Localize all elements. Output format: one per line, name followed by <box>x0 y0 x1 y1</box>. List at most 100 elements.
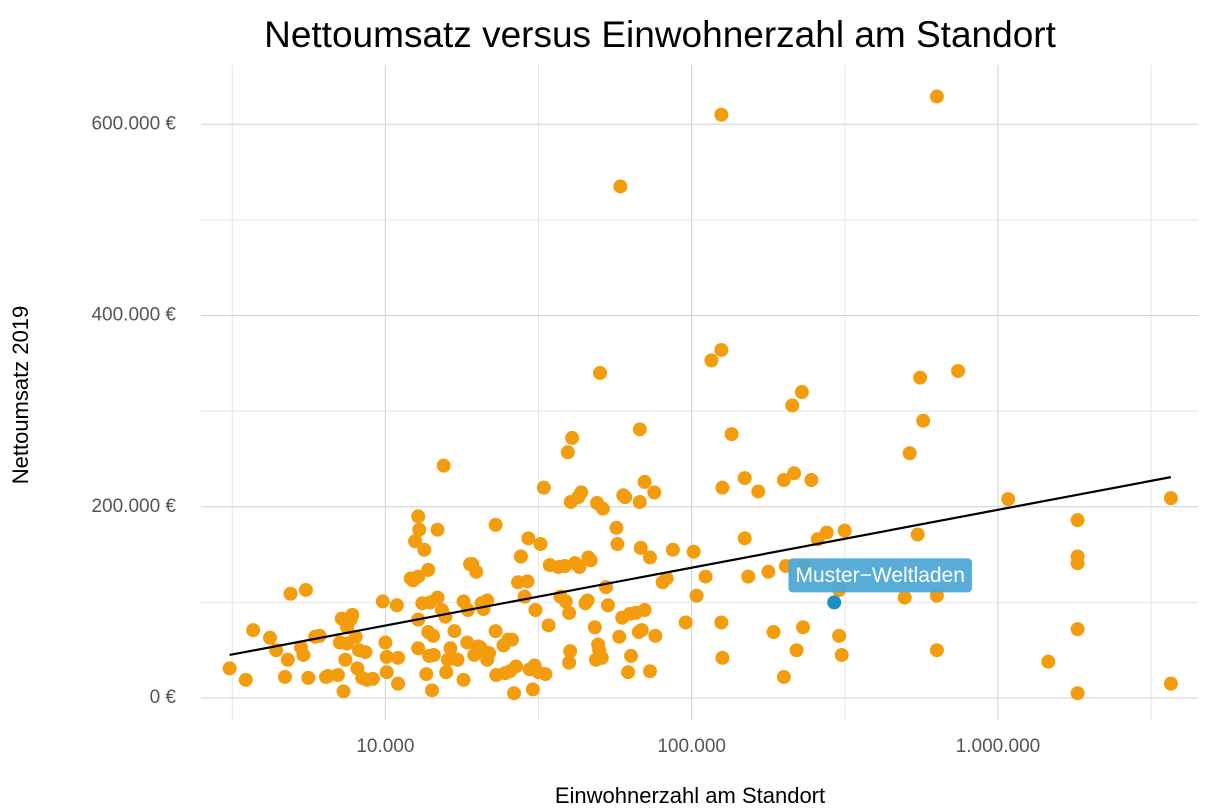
data-point <box>794 385 809 400</box>
data-point <box>913 370 928 385</box>
data-point <box>737 471 752 486</box>
data-point <box>378 635 393 650</box>
data-point <box>580 593 595 608</box>
data-point <box>766 625 781 640</box>
data-point <box>594 650 609 665</box>
data-point <box>379 649 394 664</box>
data-point <box>1070 513 1085 528</box>
data-point <box>929 89 944 104</box>
data-point <box>737 531 752 546</box>
y-tick-label: 200.000 € <box>91 496 176 517</box>
data-point <box>714 615 729 630</box>
data-point <box>837 523 852 538</box>
data-point <box>787 466 802 481</box>
data-point <box>488 517 503 532</box>
data-point <box>776 669 791 684</box>
data-point <box>689 588 704 603</box>
data-point <box>637 474 652 489</box>
data-point <box>563 644 578 659</box>
data-point <box>488 624 503 639</box>
data-point <box>283 586 298 601</box>
data-point <box>572 560 587 575</box>
data-point <box>528 603 543 618</box>
data-point <box>715 480 730 495</box>
data-point <box>612 629 627 644</box>
data-point <box>609 520 624 535</box>
data-point <box>715 650 730 665</box>
data-point <box>411 641 426 656</box>
data-point <box>507 686 522 701</box>
data-point <box>417 542 432 557</box>
data-point <box>633 540 648 555</box>
x-tick-label: 1.000.000 <box>956 736 1041 757</box>
data-point <box>379 665 394 680</box>
data-point <box>460 635 475 650</box>
data-point <box>832 628 847 643</box>
data-point <box>425 683 440 698</box>
data-point <box>391 650 406 665</box>
data-point <box>751 484 766 499</box>
data-point <box>426 647 441 662</box>
data-point <box>538 667 553 682</box>
data-point <box>391 676 406 691</box>
data-point <box>421 562 436 577</box>
data-point <box>565 430 580 445</box>
data-point <box>541 618 556 633</box>
data-point <box>834 647 849 662</box>
data-point <box>504 632 519 647</box>
data-point <box>804 472 819 487</box>
data-point <box>439 665 454 680</box>
data-point <box>425 628 440 643</box>
data-point <box>647 485 662 500</box>
data-point <box>480 593 495 608</box>
data-point <box>785 398 800 413</box>
data-point <box>525 682 540 697</box>
data-point <box>587 620 602 635</box>
data-point <box>456 672 471 687</box>
data-point <box>246 623 261 638</box>
data-point <box>583 553 598 568</box>
data-point <box>648 628 663 643</box>
data-point <box>714 342 729 357</box>
data-point <box>358 645 373 660</box>
data-point <box>1041 654 1056 669</box>
data-point <box>704 353 719 368</box>
point-label: Muster−Weltladen <box>788 558 972 593</box>
data-point <box>408 534 423 549</box>
data-point <box>897 590 912 605</box>
data-point <box>558 594 573 609</box>
data-point <box>312 628 327 643</box>
data-point <box>436 458 451 473</box>
data-point <box>789 643 804 658</box>
data-point <box>509 659 524 674</box>
y-tick-label: 600.000 € <box>91 113 176 134</box>
data-point <box>929 643 944 658</box>
data-point <box>1070 686 1085 701</box>
data-point <box>412 522 427 537</box>
data-point <box>280 652 295 667</box>
data-point <box>513 549 528 564</box>
data-point <box>686 544 701 559</box>
data-point <box>819 525 834 540</box>
data-point <box>365 671 380 686</box>
y-tick-label: 0 € <box>150 687 177 708</box>
chart-title: Nettoumsatz versus Einwohnerzahl am Stan… <box>264 14 1056 55</box>
data-point <box>345 607 360 622</box>
data-point <box>634 623 649 638</box>
data-point <box>450 652 465 667</box>
data-point <box>910 527 925 542</box>
data-point <box>336 684 351 699</box>
data-point <box>562 605 577 620</box>
data-point <box>447 624 462 639</box>
data-point <box>796 620 811 635</box>
data-point <box>642 550 657 565</box>
data-point <box>642 664 657 679</box>
data-point <box>595 501 610 516</box>
data-point <box>1070 556 1085 571</box>
data-point <box>761 564 776 579</box>
data-point <box>338 652 353 667</box>
data-point <box>238 672 253 687</box>
trend-line <box>229 476 1172 657</box>
